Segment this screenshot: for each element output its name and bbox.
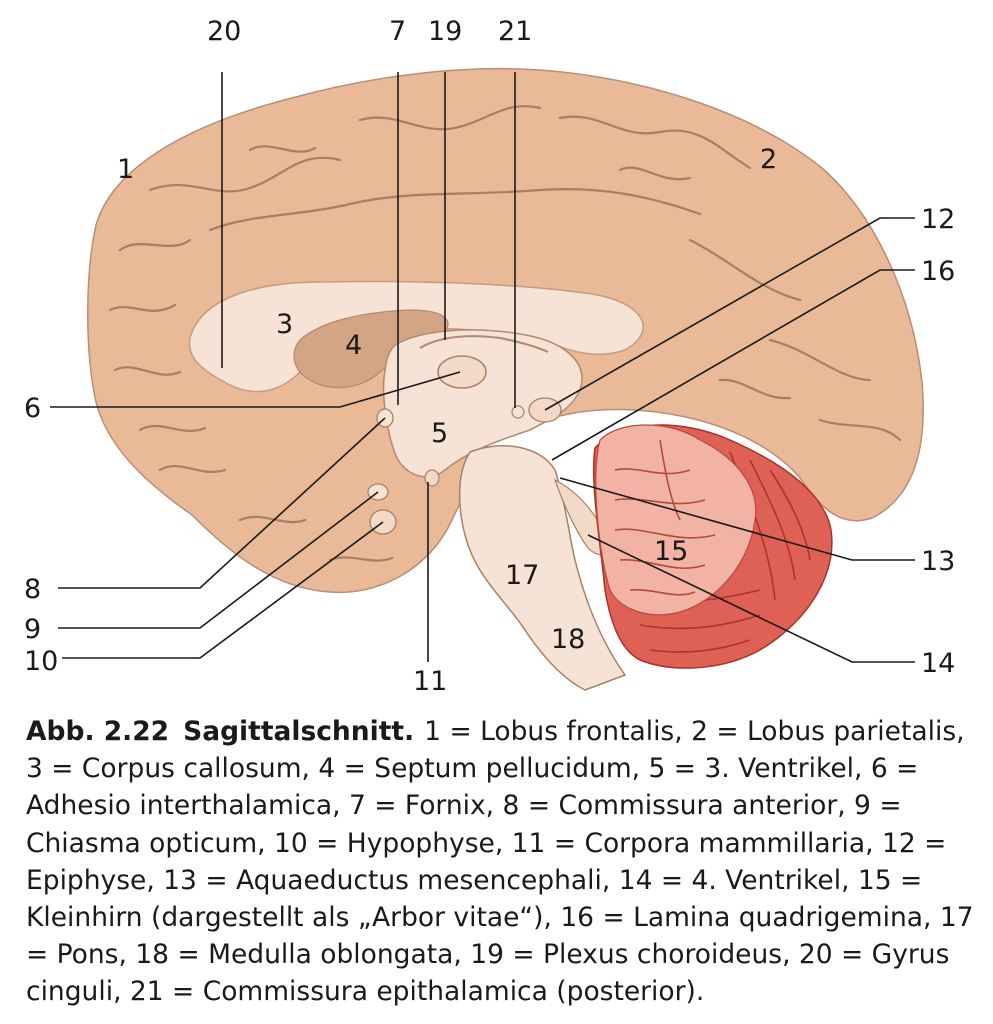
gyri-pattern bbox=[108, 105, 902, 562]
commissura-epithalamica bbox=[511, 405, 525, 419]
label-3: 3 bbox=[276, 309, 293, 340]
brainstem bbox=[458, 445, 627, 691]
label-4: 4 bbox=[345, 330, 362, 361]
label-17: 17 bbox=[505, 560, 539, 591]
label-8: 8 bbox=[24, 574, 41, 605]
label-13: 13 bbox=[921, 546, 955, 577]
label-19: 19 bbox=[428, 16, 462, 47]
sagittal-brain-figure: 20 7 19 21 1 2 12 16 3 4 6 5 15 13 17 8 … bbox=[24, 16, 955, 697]
label-14: 14 bbox=[921, 648, 955, 679]
adhesio-interthalamica bbox=[437, 355, 487, 389]
label-15: 15 bbox=[654, 536, 688, 567]
caption-number: Abb. 2.22 bbox=[26, 716, 170, 747]
caption-text: 1 = Lobus frontalis, 2 = Lobus parietali… bbox=[26, 716, 974, 1008]
label-2: 2 bbox=[760, 144, 777, 175]
label-5: 5 bbox=[431, 418, 448, 449]
figure-caption: Abb. 2.22 Sagittalschnitt. 1 = Lobus front… bbox=[26, 713, 976, 1011]
label-1: 1 bbox=[117, 154, 134, 185]
corpora-mammillaria bbox=[424, 469, 440, 487]
label-20: 20 bbox=[207, 16, 241, 47]
label-10: 10 bbox=[24, 646, 58, 677]
leader-lines bbox=[50, 72, 915, 663]
arbor-branches bbox=[614, 439, 716, 596]
arbor-vitae bbox=[595, 424, 757, 616]
label-21: 21 bbox=[498, 16, 532, 47]
label-7: 7 bbox=[389, 16, 406, 47]
diencephalon bbox=[382, 329, 583, 478]
label-6: 6 bbox=[24, 393, 41, 424]
label-11: 11 bbox=[413, 666, 447, 697]
caption-title: Sagittalschnitt. bbox=[183, 716, 415, 747]
label-12: 12 bbox=[921, 204, 955, 235]
label-18: 18 bbox=[551, 624, 585, 655]
plexus-choroideus bbox=[419, 335, 549, 353]
label-16: 16 bbox=[921, 256, 955, 287]
label-9: 9 bbox=[24, 614, 41, 645]
